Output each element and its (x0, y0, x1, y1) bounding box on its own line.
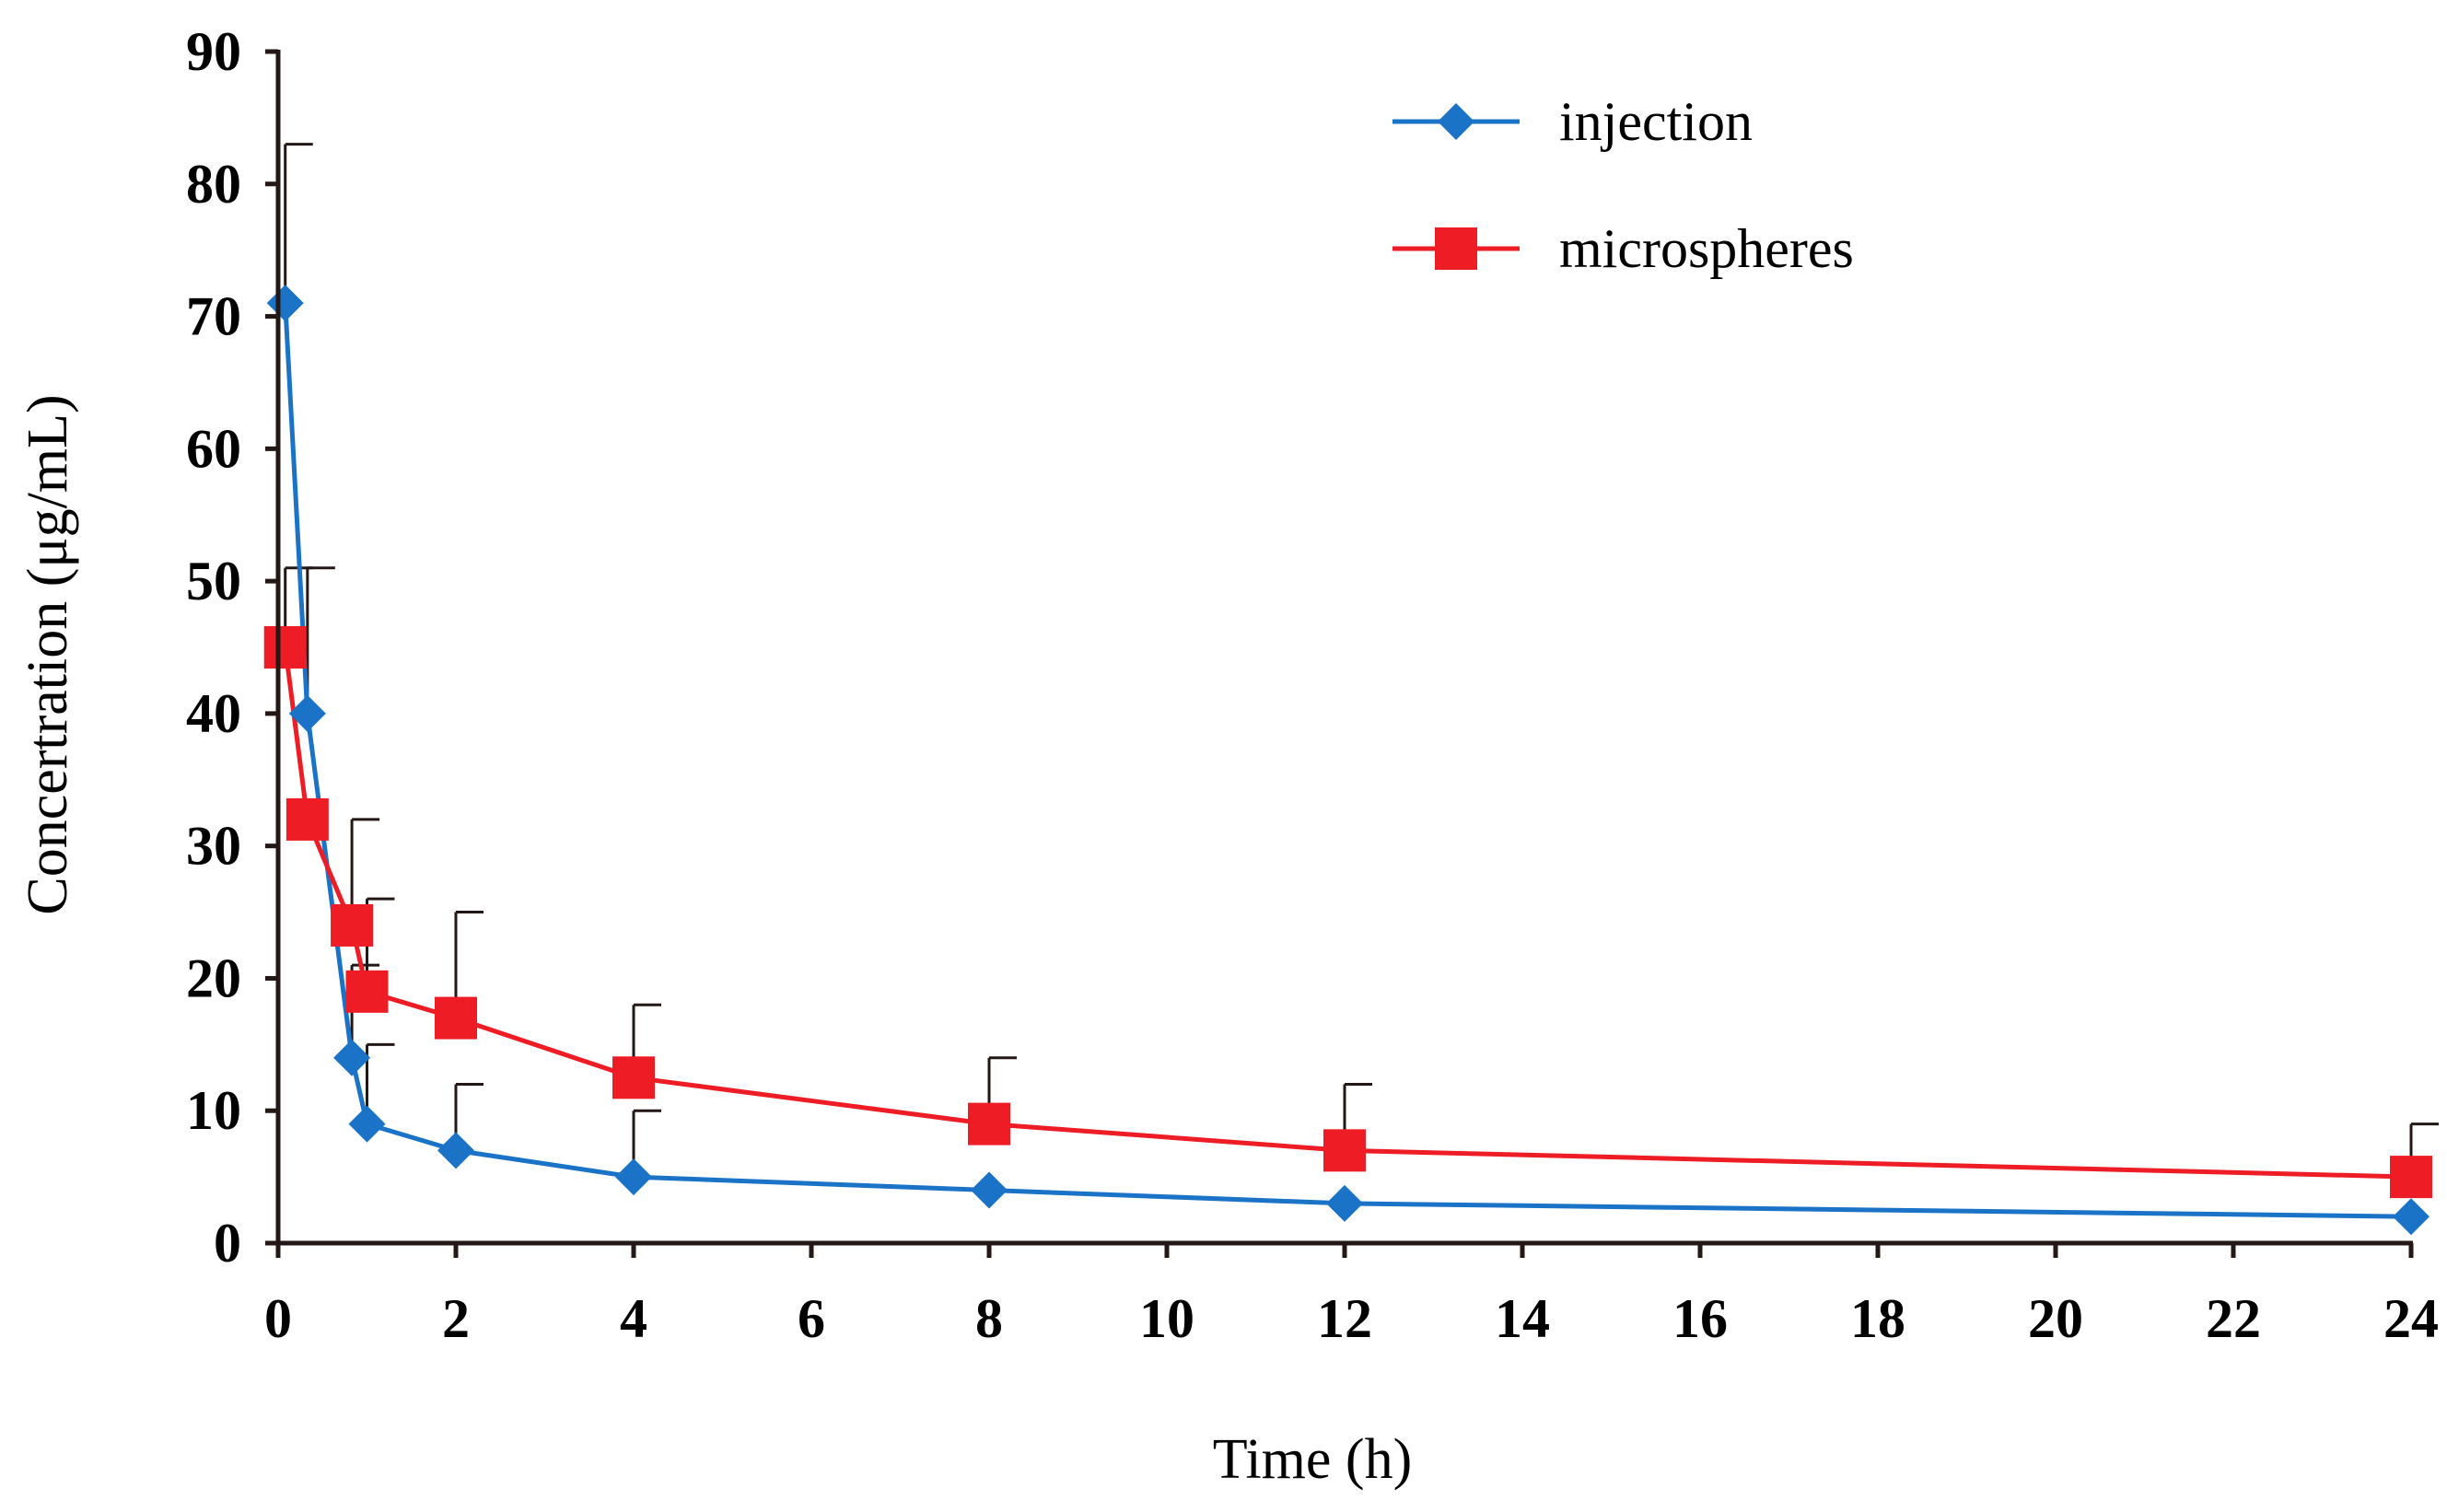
data-point-microspheres (968, 1102, 1010, 1146)
data-point-microspheres (1323, 1129, 1366, 1172)
y-tick-label: 10 (186, 1080, 241, 1141)
series-line-microspheres (283, 646, 2412, 1180)
y-axis-title: Concertration (μg/mL) (17, 394, 79, 914)
data-point-microspheres (435, 996, 477, 1040)
x-tick-label: 22 (2206, 1288, 2261, 1349)
series-lines (283, 303, 2412, 1219)
data-point-injection (615, 1158, 652, 1196)
x-tick-label: 18 (1850, 1288, 1905, 1349)
data-point-microspheres (285, 797, 329, 841)
data-point-microspheres (263, 626, 307, 669)
y-tick-label: 50 (186, 551, 241, 611)
series-line-injection (283, 303, 2412, 1219)
legend: injection microspheres (1392, 91, 1854, 279)
series-markers (263, 285, 2432, 1236)
data-point-injection (348, 1105, 386, 1143)
x-tick-label: 4 (620, 1288, 647, 1349)
data-point-injection (2393, 1198, 2430, 1236)
data-point-injection (288, 694, 326, 732)
x-tick-label: 12 (1317, 1288, 1372, 1349)
data-point-injection (333, 1039, 371, 1076)
x-tick-label: 16 (1672, 1288, 1728, 1349)
legend-label-microspheres: microspheres (1559, 218, 1854, 279)
x-tick-label: 0 (264, 1288, 292, 1349)
data-point-microspheres (331, 903, 374, 947)
x-tick-label: 10 (1139, 1288, 1194, 1349)
x-tick-label: 6 (798, 1288, 825, 1349)
y-tick-label: 90 (186, 21, 241, 82)
x-axis-title: Time (h) (1213, 1428, 1412, 1491)
x-tick-label: 24 (2383, 1288, 2439, 1349)
y-tick-label: 0 (214, 1213, 241, 1274)
y-tick-label: 30 (186, 816, 241, 877)
legend-label-injection: injection (1559, 91, 1753, 152)
data-point-microspheres (2390, 1156, 2432, 1199)
legend-marker-injection (1438, 103, 1474, 140)
data-point-injection (1326, 1184, 1363, 1222)
data-point-microspheres (345, 970, 389, 1013)
data-point-injection (437, 1132, 474, 1169)
x-tick-label: 2 (442, 1288, 470, 1349)
legend-marker-microspheres (1435, 227, 1477, 270)
x-tick-label: 20 (2028, 1288, 2083, 1349)
x-ticks: 0 2 4 6 8 10 12 14 16 18 20 22 24 (264, 1243, 2439, 1349)
y-tick-label: 40 (186, 683, 241, 744)
y-tick-label: 80 (186, 154, 241, 215)
x-tick-label: 14 (1495, 1288, 1550, 1349)
y-tick-label: 70 (186, 286, 241, 347)
y-ticks: 0 10 20 30 40 50 60 70 80 90 (186, 21, 278, 1274)
y-tick-label: 20 (186, 948, 241, 1008)
x-tick-label: 8 (975, 1288, 1003, 1349)
y-tick-label: 60 (186, 418, 241, 479)
data-point-injection (971, 1171, 1008, 1209)
data-point-microspheres (612, 1056, 655, 1099)
error-bars (284, 143, 2439, 1178)
